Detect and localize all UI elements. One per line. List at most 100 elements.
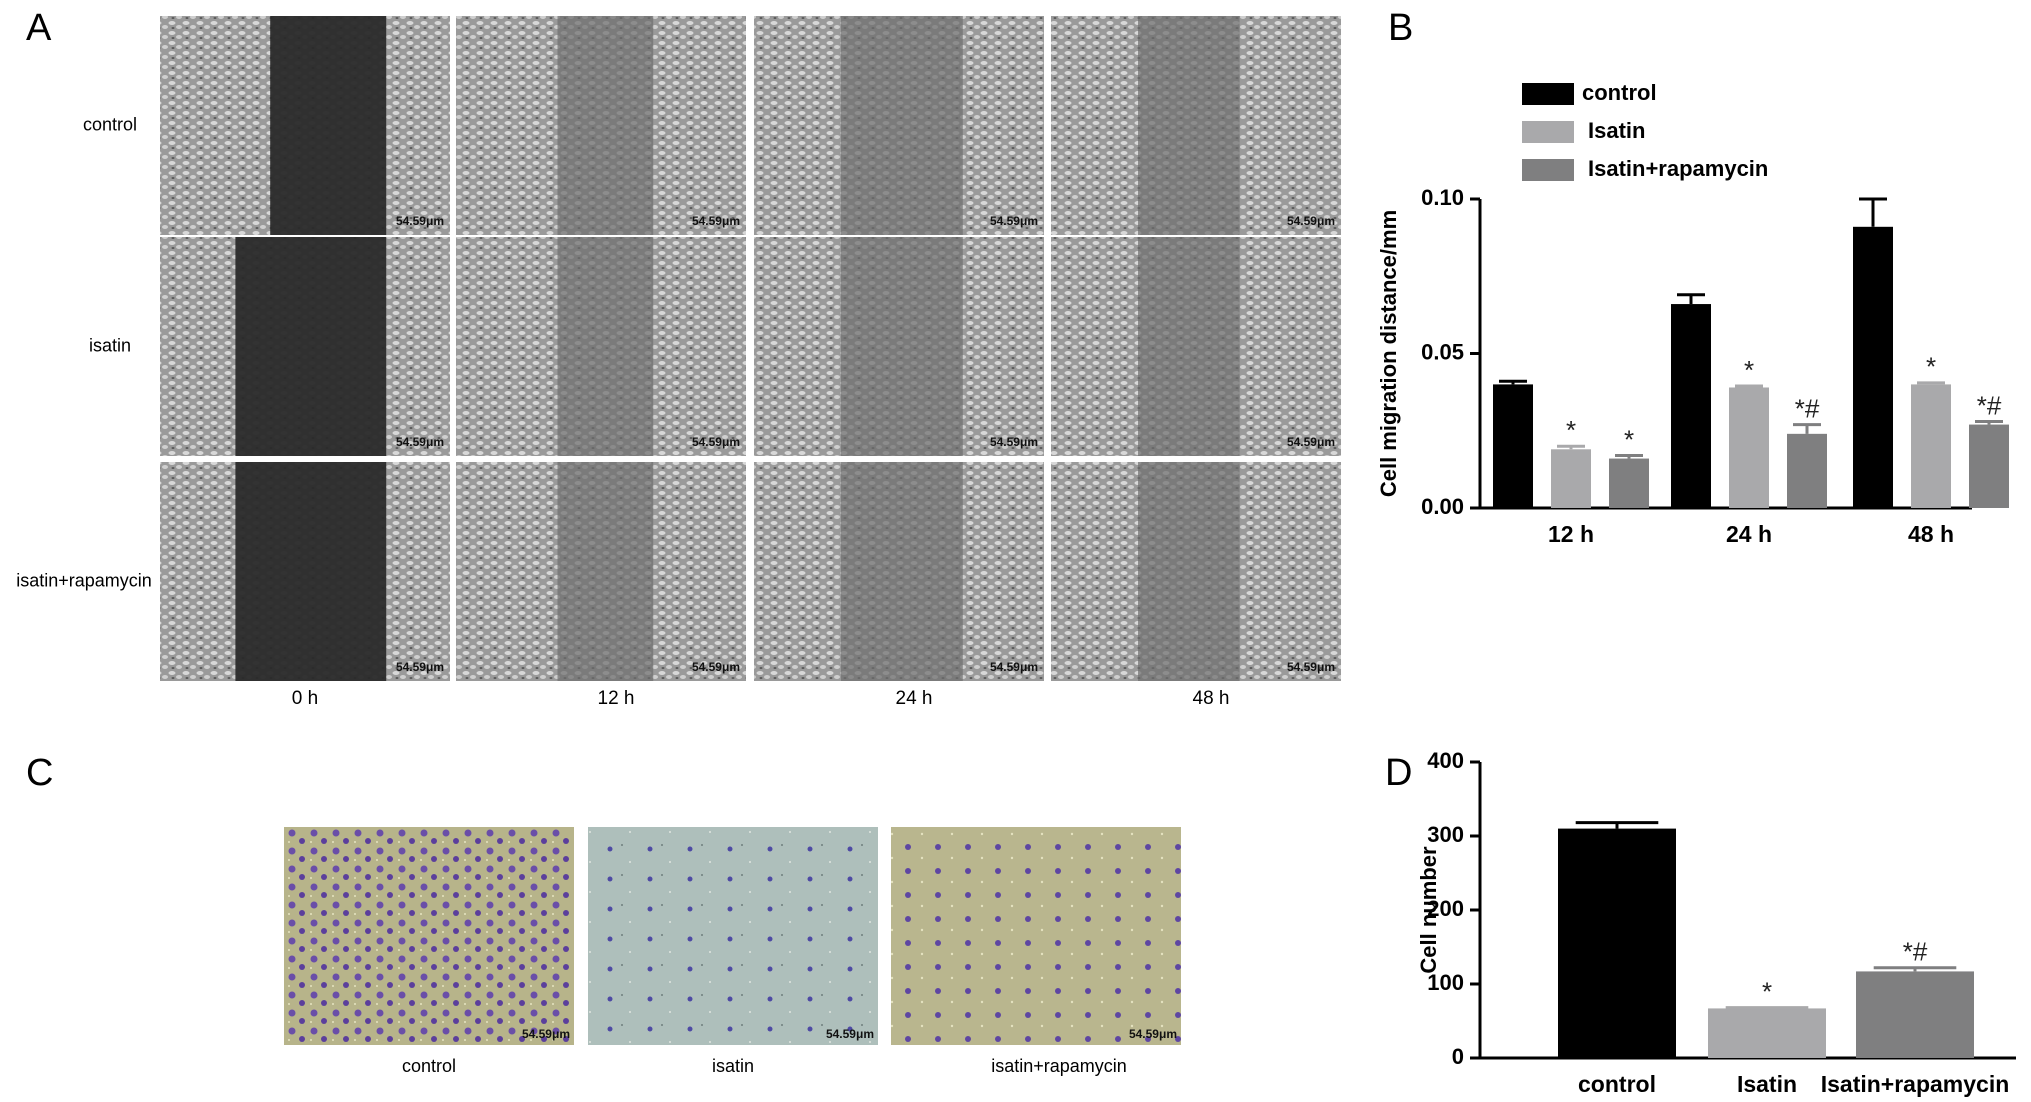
y-tick-label: 0 [1452, 1044, 1464, 1069]
significance-label: *# [1903, 937, 1928, 967]
transwell-image [588, 827, 878, 1045]
y-tick-label: 200 [1427, 896, 1464, 921]
row-label: isatin+rapamycin [16, 570, 152, 590]
scale-bar-label: 54.59μm [1287, 435, 1335, 449]
scale-bar-label: 54.59μm [1129, 1027, 1177, 1041]
wound-gap [1138, 462, 1240, 681]
error-bar [1499, 379, 1527, 385]
error-bar [1557, 444, 1585, 450]
legend-swatch [1522, 121, 1574, 143]
scale-bar-label: 54.59μm [990, 435, 1038, 449]
y-axis-label: Cell migration distance/mm [1376, 210, 1401, 497]
bar [1551, 449, 1591, 508]
wound-gap [841, 237, 963, 456]
y-tick-label: 0.00 [1421, 494, 1464, 519]
wound-gap [557, 16, 654, 235]
x-tick-label: 48 h [1908, 521, 1954, 547]
wound-gap [1138, 237, 1240, 456]
scale-bar-label: 54.59μm [396, 660, 444, 674]
error-bar [1725, 1006, 1809, 1010]
wound-gap [841, 462, 963, 681]
bar [1558, 828, 1676, 1058]
bar [1671, 304, 1711, 508]
row-label: control [83, 114, 137, 134]
wound-gap [235, 237, 387, 456]
bar [1787, 433, 1827, 508]
significance-label: * [1566, 415, 1576, 445]
significance-label: *# [1977, 390, 2002, 420]
bar [1853, 226, 1893, 508]
column-label: 48 h [1193, 688, 1230, 709]
legend-label: Isatin+rapamycin [1588, 156, 1768, 181]
y-tick-label: 0.05 [1421, 339, 1464, 364]
significance-label: * [1926, 352, 1936, 382]
significance-label: * [1624, 424, 1634, 454]
image-caption: isatin [712, 1056, 754, 1076]
wound-gap [235, 462, 387, 681]
significance-label: * [1762, 977, 1772, 1007]
error-bar [1793, 423, 1821, 434]
scale-bar-label: 54.59μm [1287, 660, 1335, 674]
x-tick-label: Isatin+rapamycin [1821, 1071, 2010, 1097]
legend-label: control [1582, 80, 1657, 105]
panel-label: D [1385, 752, 1412, 794]
image-caption: isatin+rapamycin [991, 1056, 1127, 1076]
scale-bar-label: 54.59μm [1287, 214, 1335, 228]
scale-bar-label: 54.59μm [692, 660, 740, 674]
wound-gap [1138, 16, 1240, 235]
bar [1729, 387, 1769, 508]
y-tick-label: 400 [1427, 748, 1464, 773]
error-bar [1917, 381, 1945, 385]
column-label: 12 h [598, 688, 635, 709]
scale-bar-label: 54.59μm [990, 214, 1038, 228]
legend-swatch [1522, 83, 1574, 105]
bar [1609, 458, 1649, 508]
y-tick-label: 100 [1427, 970, 1464, 995]
scale-bar-label: 54.59μm [692, 214, 740, 228]
row-label: isatin [89, 335, 131, 355]
bar [1856, 971, 1974, 1058]
wound-gap [270, 16, 387, 235]
x-tick-label: 24 h [1726, 521, 1772, 547]
error-bar [1735, 384, 1763, 388]
bar [1969, 424, 2009, 508]
error-bar [1975, 419, 2003, 425]
bar [1911, 384, 1951, 508]
error-bar [1575, 821, 1659, 829]
panel-label: A [26, 7, 52, 49]
bar [1708, 1008, 1826, 1058]
transwell-image [891, 827, 1181, 1045]
x-tick-label: Isatin [1737, 1071, 1797, 1097]
scale-bar-label: 54.59μm [522, 1027, 570, 1041]
x-tick-label: control [1578, 1071, 1656, 1097]
error-bar [1873, 966, 1957, 972]
scale-bar-label: 54.59μm [396, 435, 444, 449]
scale-bar-label: 54.59μm [396, 214, 444, 228]
significance-label: * [1744, 355, 1754, 385]
scale-bar-label: 54.59μm [692, 435, 740, 449]
scale-bar-label: 54.59μm [826, 1027, 874, 1041]
wound-gap [841, 16, 963, 235]
error-bar [1677, 293, 1705, 305]
scale-bar-label: 54.59μm [990, 660, 1038, 674]
transwell-image [284, 827, 574, 1045]
y-tick-label: 300 [1427, 822, 1464, 847]
error-bar [1859, 197, 1887, 227]
wound-gap [557, 462, 654, 681]
panel-label: C [26, 752, 53, 794]
legend-swatch [1522, 159, 1574, 181]
wound-gap [557, 237, 654, 456]
panel-label: B [1388, 7, 1413, 49]
image-caption: control [402, 1056, 456, 1076]
bar [1493, 384, 1533, 508]
significance-label: *# [1795, 393, 1820, 423]
y-axis-label: Cell number [1416, 846, 1441, 974]
error-bar [1615, 453, 1643, 459]
column-label: 24 h [896, 688, 933, 709]
y-tick-label: 0.10 [1421, 185, 1464, 210]
legend-label: Isatin [1588, 118, 1645, 143]
x-tick-label: 12 h [1548, 521, 1594, 547]
column-label: 0 h [292, 688, 318, 709]
